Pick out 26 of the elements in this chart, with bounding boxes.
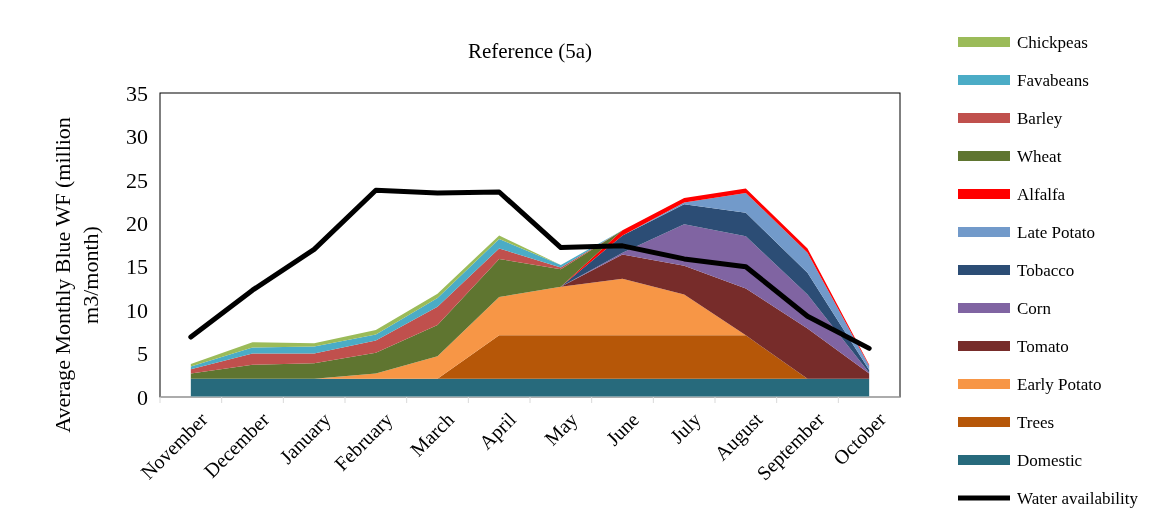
y-tick-label: 15	[126, 254, 148, 280]
legend-label: Wheat	[1017, 146, 1062, 166]
x-tick-label: July	[665, 408, 706, 449]
chart-title: Reference (5a)	[467, 39, 593, 63]
legend-label: Water availability	[1017, 488, 1139, 508]
legend-label: Tomato	[1017, 336, 1069, 356]
legend-label: Chickpeas	[1017, 32, 1088, 52]
y-tick-label: 35	[126, 80, 148, 106]
legend-label: Favabeans	[1017, 70, 1089, 90]
legend-label: Tobacco	[1017, 260, 1075, 280]
x-tick-label: June	[601, 408, 644, 450]
y-axis-title: Average Monthly Blue WF (million m3/month)	[50, 117, 103, 433]
legend-label: Early Potato	[1017, 374, 1102, 394]
y-tick-label: 25	[126, 167, 148, 193]
legend-label: Corn	[1017, 298, 1052, 318]
legend-label: Trees	[1017, 412, 1055, 432]
legend-label: Late Potato	[1017, 222, 1095, 242]
y-tick-label: 5	[137, 341, 148, 367]
y-tick-label: 20	[126, 210, 148, 236]
y-tick-label: 10	[126, 297, 148, 323]
legend-label: Alfalfa	[1017, 184, 1066, 204]
x-tick-label: May	[540, 408, 583, 451]
legend-label: Barley	[1017, 108, 1063, 128]
y-tick-label: 0	[137, 384, 148, 410]
legend-label: Domestic	[1017, 450, 1083, 470]
y-tick-label: 30	[126, 124, 148, 150]
